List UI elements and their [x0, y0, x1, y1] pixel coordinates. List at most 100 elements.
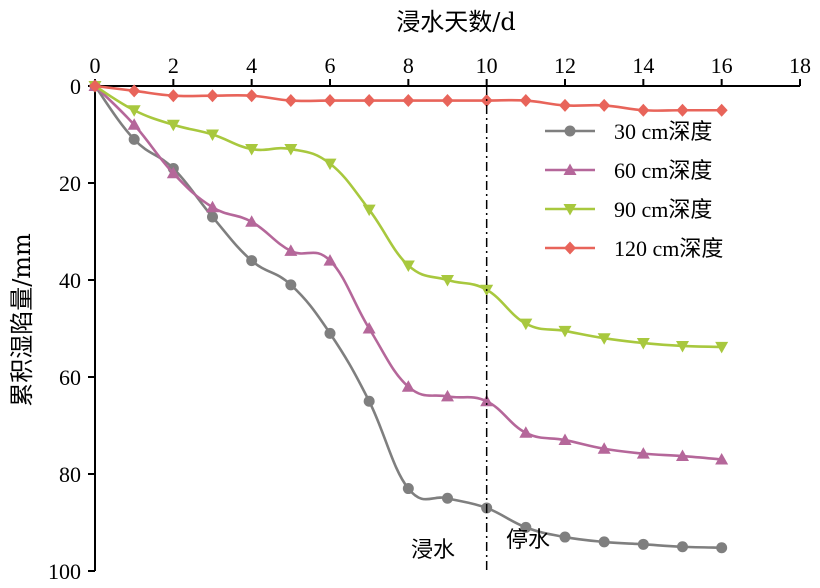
- annotation-layer: 浸水 停水: [411, 86, 550, 571]
- x-tick-label: 14: [632, 53, 654, 78]
- data-point-1-12: [558, 433, 572, 446]
- data-point-3-5: [284, 94, 297, 108]
- legend-marker-3: [564, 241, 576, 255]
- data-point-3-11: [519, 94, 532, 108]
- x-tick-label: 16: [711, 53, 733, 78]
- data-point-3-9: [441, 94, 454, 108]
- data-point-3-4: [245, 89, 258, 103]
- data-point-3-7: [363, 94, 376, 108]
- legend-label-3: 120 cm深度: [614, 236, 723, 261]
- legend-item-1: 60 cm深度: [545, 158, 712, 183]
- legend-item-0: 30 cm深度: [545, 119, 712, 144]
- x-tick-label: 10: [476, 53, 498, 78]
- x-tick-label: 6: [325, 53, 336, 78]
- data-point-2-1: [127, 105, 141, 117]
- legend-label-1: 60 cm深度: [614, 158, 712, 183]
- data-point-3-6: [324, 94, 336, 108]
- data-point-1-10: [480, 394, 494, 407]
- data-point-1-16: [715, 452, 729, 465]
- y-tick-label: 100: [48, 559, 81, 584]
- data-point-2-5: [284, 144, 298, 156]
- legend-marker-0: [564, 125, 576, 137]
- data-point-1-15: [676, 449, 689, 462]
- data-point-1-14: [636, 447, 650, 459]
- legend: 30 cm深度 60 cm深度 90 cm深度 120 cm深度: [545, 119, 723, 261]
- series-line-0: [93, 85, 722, 550]
- data-point-1-11: [519, 426, 533, 438]
- data-point-0-4: [246, 255, 258, 267]
- data-point-2-2: [166, 119, 180, 132]
- data-point-2-7: [362, 204, 376, 217]
- y-tick-label: 80: [59, 462, 81, 487]
- data-point-2-13: [597, 333, 611, 345]
- series-1: [88, 79, 729, 465]
- data-point-2-14: [636, 338, 650, 350]
- legend-item-2: 90 cm深度: [545, 197, 712, 222]
- data-point-3-8: [402, 94, 415, 108]
- series-3: [89, 79, 728, 117]
- data-point-2-3: [206, 129, 219, 141]
- data-point-2-15: [676, 340, 689, 353]
- data-point-0-6: [324, 327, 336, 339]
- data-point-2-8: [401, 260, 415, 272]
- data-point-3-13: [598, 98, 611, 112]
- data-point-0-16: [716, 542, 728, 554]
- data-point-1-4: [245, 215, 259, 227]
- data-point-0-8: [402, 483, 414, 495]
- y-tick-label: 0: [70, 74, 81, 99]
- data-point-2-9: [441, 275, 454, 287]
- annotation-right-label: 停水: [506, 528, 550, 553]
- data-point-2-16: [715, 341, 729, 354]
- legend-marker-2: [563, 204, 577, 216]
- data-point-2-6: [323, 158, 337, 171]
- data-point-2-11: [519, 318, 533, 331]
- x-tick-label: 2: [168, 53, 179, 78]
- series-layer: [88, 79, 729, 554]
- data-point-1-13: [597, 442, 611, 454]
- data-point-0-9: [442, 492, 453, 504]
- x-tick-label: 12: [554, 53, 576, 78]
- data-point-2-12: [558, 325, 572, 338]
- x-tick-label: 4: [246, 53, 257, 78]
- data-point-0-14: [637, 538, 649, 550]
- data-point-3-14: [637, 103, 650, 117]
- data-point-3-3: [206, 89, 219, 103]
- data-point-1-9: [441, 389, 454, 402]
- data-point-3-1: [128, 84, 141, 98]
- y-tick-label: 20: [59, 171, 81, 196]
- data-point-3-15: [676, 103, 689, 117]
- data-point-3-0: [89, 79, 101, 93]
- x-tick-label: 8: [403, 53, 414, 78]
- legend-marker-1: [563, 163, 577, 175]
- annotation-left-label: 浸水: [411, 538, 455, 563]
- series-0: [89, 80, 728, 554]
- y-tick-label: 60: [59, 365, 81, 390]
- data-point-0-15: [677, 541, 688, 553]
- x-tick-label: 0: [90, 53, 101, 78]
- data-point-1-1: [127, 118, 141, 130]
- x-tick-label: 18: [789, 53, 811, 78]
- data-point-3-16: [715, 103, 728, 117]
- data-point-0-11: [520, 521, 532, 533]
- data-point-0-5: [285, 279, 297, 291]
- data-point-1-5: [284, 244, 298, 256]
- data-point-0-1: [128, 133, 140, 145]
- data-point-1-6: [323, 254, 337, 266]
- data-point-2-4: [245, 144, 259, 156]
- y-axis-title: 累积湿陷量/mm: [8, 233, 36, 407]
- data-point-1-3: [206, 200, 219, 213]
- data-point-1-2: [166, 166, 180, 179]
- legend-label-2: 90 cm深度: [614, 197, 712, 222]
- data-point-1-8: [401, 380, 415, 392]
- x-axis-title: 浸水天数/d: [396, 8, 515, 36]
- data-point-3-12: [559, 98, 571, 112]
- data-point-0-3: [207, 211, 218, 223]
- data-point-3-2: [167, 89, 180, 103]
- data-point-0-13: [598, 536, 610, 548]
- legend-item-3: 120 cm深度: [545, 236, 723, 261]
- y-tick-label: 40: [59, 268, 81, 293]
- data-point-0-7: [363, 395, 375, 407]
- data-point-1-7: [362, 322, 376, 334]
